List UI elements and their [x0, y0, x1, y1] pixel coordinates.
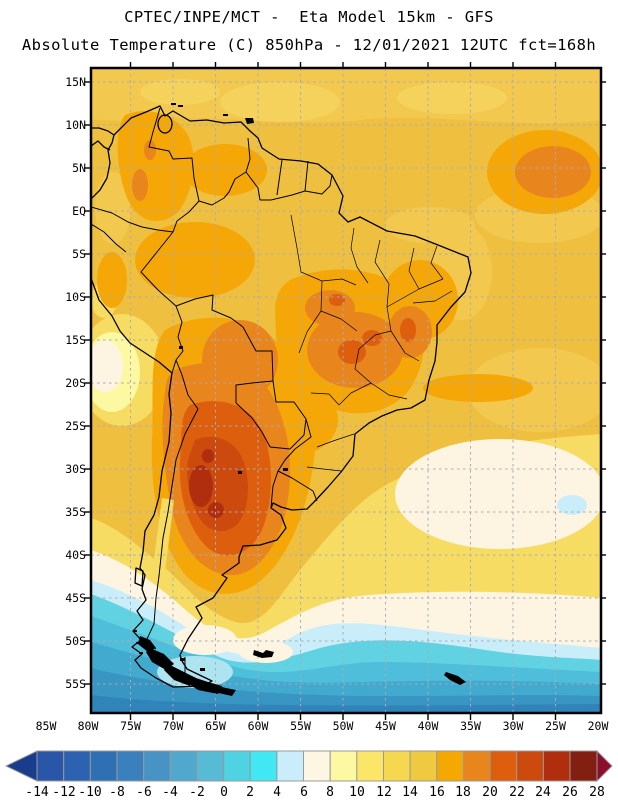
lat-label: 10N — [65, 118, 86, 132]
temperature-field — [92, 69, 600, 712]
colorbar-tick: 6 — [300, 785, 308, 800]
lat-label: 5S — [72, 247, 86, 261]
colorbar-tick-labels: -14 -12 -10 -8 -6 -4 -2 0 2 4 6 8 10 12 … — [25, 785, 605, 800]
axis-ticks — [84, 62, 606, 720]
colorbar-tick: 10 — [349, 785, 365, 800]
map-title-line1: CPTEC/INPE/MCT - Eta Model 15km - GFS — [124, 8, 494, 26]
lon-label: 80W — [78, 719, 99, 733]
map-frame — [89, 66, 603, 715]
colorbar-tick: 14 — [402, 785, 418, 800]
colorbar-tick: 4 — [273, 785, 281, 800]
colorbar-cell — [516, 750, 544, 782]
colorbar-cell — [569, 750, 598, 782]
colorbar-cell — [409, 750, 438, 782]
colorbar-cell — [36, 750, 65, 782]
colorbar-tick: -6 — [136, 785, 152, 800]
lat-label: 40S — [65, 548, 86, 562]
lat-label: 50S — [65, 634, 86, 648]
colorbar-cell — [143, 750, 171, 782]
islands — [133, 103, 466, 696]
lon-label: 40W — [418, 719, 439, 733]
lat-label: 5N — [72, 161, 86, 175]
lat-label: 35S — [65, 505, 86, 519]
country-borders — [92, 107, 333, 674]
lat-label: 25S — [65, 419, 86, 433]
lon-label: 50W — [333, 719, 354, 733]
lat-label: 20S — [65, 376, 86, 390]
colorbar-cell — [489, 750, 518, 782]
state-borders — [290, 214, 453, 472]
lon-label: 25W — [545, 719, 566, 733]
colorbar-cell — [169, 750, 198, 782]
colorbar-tick: 2 — [246, 785, 254, 800]
lat-label: 15N — [65, 75, 86, 89]
colorbar-tick: 16 — [429, 785, 445, 800]
colorbar-tick: 8 — [326, 785, 334, 800]
colorbar-cell — [249, 750, 278, 782]
lon-label: 45W — [375, 719, 396, 733]
colorbar-tick: -4 — [162, 785, 178, 800]
lat-label: 55S — [65, 677, 86, 691]
colorbar-cell — [436, 750, 464, 782]
lat-lon-gridlines — [92, 69, 600, 712]
lon-label: 35W — [460, 719, 481, 733]
colorbar-cell — [223, 750, 251, 782]
lat-label: 10S — [65, 290, 86, 304]
lon-label: 55W — [290, 719, 311, 733]
colorbar-cell — [303, 750, 331, 782]
colorbar-tick: -8 — [109, 785, 125, 800]
colorbar-tick: -14 — [25, 785, 49, 800]
longitude-axis: 85W 80W 75W 70W 65W 60W 55W 50W 45W 40W … — [36, 719, 609, 733]
lon-label: 85W — [36, 719, 57, 733]
colorbar-cell — [89, 750, 118, 782]
colorbar-tick: 28 — [589, 785, 605, 800]
colorbar-cell — [383, 750, 411, 782]
lat-label: 15S — [65, 333, 86, 347]
colorbar-cell — [63, 750, 91, 782]
colorbar-tick: -10 — [78, 785, 101, 800]
lat-label: EQ — [72, 204, 86, 218]
colorbar-right-arrow — [596, 749, 613, 783]
colorbar-cell — [116, 750, 145, 782]
colorbar-tick: -2 — [189, 785, 205, 800]
coastline — [92, 105, 472, 688]
lat-label: 45S — [65, 591, 86, 605]
colorbar-tick: -12 — [52, 785, 75, 800]
colorbar-cell — [329, 750, 358, 782]
lon-label: 70W — [163, 719, 184, 733]
lon-label: 75W — [120, 719, 141, 733]
colorbar-cell — [276, 750, 305, 782]
lon-label: 60W — [248, 719, 269, 733]
lon-label: 65W — [205, 719, 226, 733]
latitude-axis: 15N 10N 5N EQ 5S 10S 15S 20S 25S 30S 35S… — [65, 75, 86, 691]
map-title-line2: Absolute Temperature (C) 850hPa - 12/01/… — [22, 36, 596, 54]
colorbar-tick: 22 — [509, 785, 525, 800]
colorbar-cell — [196, 750, 225, 782]
colorbar-tick: 24 — [535, 785, 551, 800]
lat-label: 30S — [65, 462, 86, 476]
lon-label: 30W — [503, 719, 524, 733]
colorbar-tick: 0 — [220, 785, 228, 800]
temperature-colorbar: -14 -12 -10 -8 -6 -4 -2 0 2 4 6 8 10 12 … — [4, 749, 613, 800]
colorbar-tick: 26 — [562, 785, 578, 800]
colorbar-left-arrow — [4, 750, 38, 782]
colorbar-tick: 12 — [376, 785, 392, 800]
colorbar-tick: 18 — [455, 785, 471, 800]
lon-label: 20W — [588, 719, 609, 733]
colorbar-cell — [542, 750, 571, 782]
colorbar-tick: 20 — [482, 785, 498, 800]
colorbar-cell — [462, 750, 491, 782]
colorbar-cell — [356, 750, 384, 782]
